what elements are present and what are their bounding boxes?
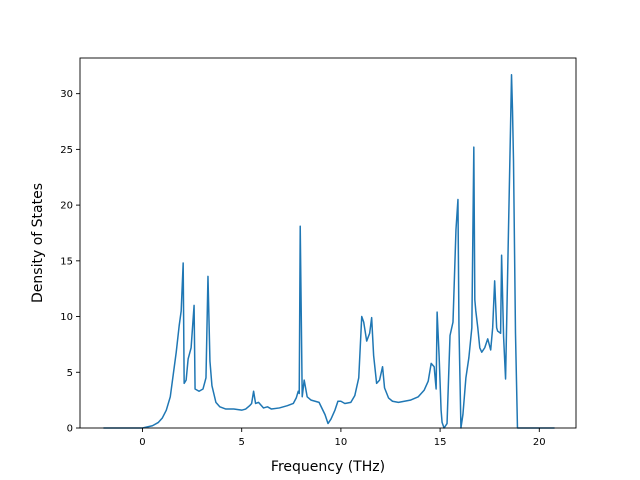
y-tick-label: 0 (67, 424, 73, 435)
dos-series-line-0 (103, 73, 555, 429)
y-tick-label: 10 (60, 312, 73, 323)
y-tick-label: 30 (60, 89, 73, 100)
x-tick-label: 15 (434, 437, 447, 448)
y-axis-label: Density of States (30, 183, 46, 303)
x-tick-label: 0 (139, 437, 145, 448)
y-tick-label: 20 (60, 201, 73, 212)
y-tick-label: 15 (60, 256, 73, 267)
x-tick-label: 10 (335, 437, 348, 448)
y-axis-ticks: 0 5 10 15 20 25 30 (60, 89, 80, 435)
x-tick-label: 5 (239, 437, 245, 448)
x-axis-label: Frequency (THz) (271, 459, 385, 475)
plot-area (80, 58, 576, 428)
y-tick-label: 25 (60, 145, 73, 156)
x-tick-label: 20 (533, 437, 546, 448)
x-axis-ticks: 0 5 10 15 20 (139, 428, 546, 448)
y-tick-label: 5 (67, 368, 73, 379)
series-layer (103, 73, 555, 429)
plot-frame (79, 57, 577, 429)
